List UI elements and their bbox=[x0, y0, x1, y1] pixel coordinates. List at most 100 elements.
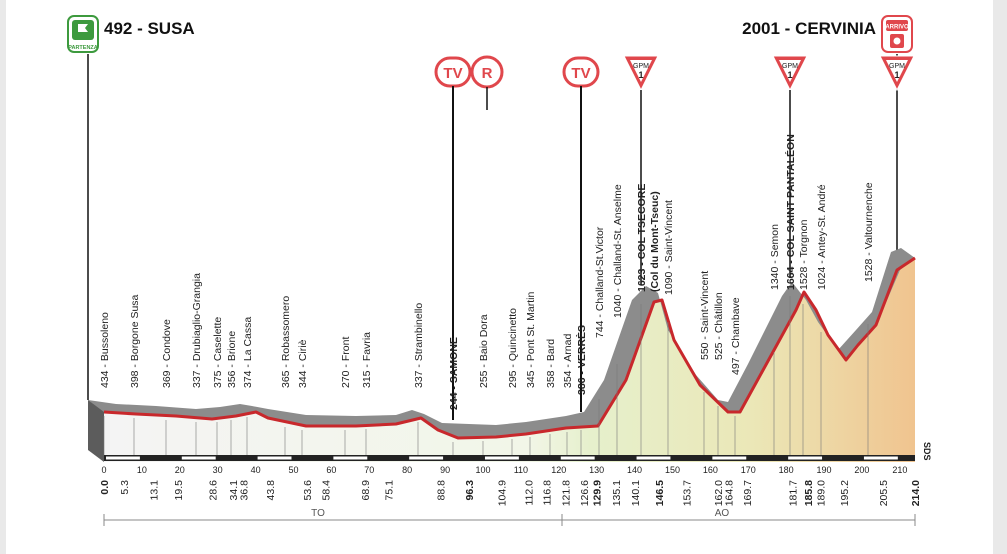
km-tick-label: 60 bbox=[326, 465, 336, 475]
intermediate-sprint-marker: R bbox=[470, 55, 504, 89]
km-tick-label: 210 bbox=[892, 465, 907, 475]
distance-label: 75.1 bbox=[384, 480, 396, 501]
landmark-label: 365 - Robassomero bbox=[280, 296, 292, 388]
stage-profile-chart: PARTENZA 492 - SUSA 2001 - CERVINIA ARRI… bbox=[67, 15, 932, 526]
axis-stripe bbox=[788, 456, 823, 460]
sprint-r-icon: R bbox=[482, 65, 493, 82]
axis-stripe bbox=[560, 456, 595, 460]
axis-stripe bbox=[257, 456, 292, 460]
landmark-label: 337 - Strambinello bbox=[413, 303, 425, 388]
tv-marker-samone: TV bbox=[434, 56, 472, 88]
landmark-label: 337 - Drubiaglio-Grangia bbox=[191, 273, 203, 388]
km-tick-label: 170 bbox=[741, 465, 756, 475]
region-to: TO bbox=[103, 508, 563, 526]
distance-label: 104.9 bbox=[497, 480, 509, 506]
distance-label: 135.1 bbox=[611, 480, 623, 506]
start-badge: PARTENZA bbox=[67, 15, 99, 53]
km-tick-label: 120 bbox=[551, 465, 566, 475]
km-tick-label: 140 bbox=[627, 465, 642, 475]
region-ao-label: AO bbox=[715, 508, 730, 519]
landmark-label: 344 - Ciriè bbox=[297, 339, 309, 388]
distance-label: 68.9 bbox=[360, 480, 372, 501]
distance-label: 126.6 bbox=[579, 480, 591, 506]
distance-label: 53.6 bbox=[302, 480, 314, 501]
distance-label: 185.8 bbox=[803, 480, 815, 506]
distance-label: 189.0 bbox=[815, 480, 827, 506]
km-tick-label: 80 bbox=[402, 465, 412, 475]
start-badge-text: PARTENZA bbox=[68, 45, 98, 51]
landmark-label: 1664 - COL SAINT PANTALÉON bbox=[784, 134, 797, 290]
axis-stripe bbox=[106, 456, 140, 460]
region-ao: AO bbox=[562, 508, 916, 526]
landmark-label: 1528 - Valtournenche bbox=[863, 182, 875, 282]
landmark-label: (Col du Mont-Tseuc) bbox=[649, 191, 661, 292]
axis-stripe bbox=[863, 456, 898, 460]
finish-badge: ARRIVO bbox=[881, 15, 913, 53]
distance-label: 43.8 bbox=[265, 480, 277, 501]
tv-marker-verres: TV bbox=[562, 56, 600, 88]
landmark-label: 255 - Baio Dora bbox=[478, 314, 490, 388]
km-tick-label: 190 bbox=[817, 465, 832, 475]
landmark-label: 369 - Condove bbox=[161, 319, 173, 388]
km-tick-label: 180 bbox=[779, 465, 794, 475]
distance-label: 58.4 bbox=[320, 480, 332, 501]
landmark-label: 270 - Front bbox=[340, 337, 352, 388]
distance-label: 195.2 bbox=[839, 480, 851, 506]
landmark-label: 434 - Bussoleno bbox=[99, 312, 111, 388]
gpm-marker-col-saint-pantaleon: GPM 1 bbox=[772, 55, 808, 92]
distance-label: 96.3 bbox=[464, 480, 476, 501]
axis-stripe bbox=[409, 456, 444, 460]
gpm-label: GPM bbox=[782, 63, 798, 70]
distance-label: 5.3 bbox=[119, 480, 131, 495]
distance-label: 129.9 bbox=[591, 480, 603, 506]
distance-label: 205.5 bbox=[878, 480, 890, 506]
km-tick-label: 0 bbox=[101, 465, 106, 475]
km-tick-label: 110 bbox=[514, 465, 528, 475]
landmark-label: 550 - Saint-Vincent bbox=[699, 271, 711, 360]
km-tick-label: 100 bbox=[475, 465, 490, 475]
gpm-marker-cervinia: GPM 1 bbox=[879, 55, 915, 92]
stage-profile: PARTENZA 492 - SUSA 2001 - CERVINIA ARRI… bbox=[6, 0, 993, 554]
distance-label: 146.5 bbox=[654, 480, 666, 506]
axis-stripe bbox=[712, 456, 747, 460]
profile-elevation-line bbox=[103, 256, 916, 440]
distance-label: 169.7 bbox=[742, 480, 754, 506]
distance-label: 140.1 bbox=[630, 480, 642, 506]
landmark-label: 315 - Favria bbox=[361, 332, 373, 388]
km-tick-label: 50 bbox=[288, 465, 298, 475]
landmark-label: 1528 - Torgnon bbox=[798, 219, 810, 290]
distance-label: 181.7 bbox=[788, 480, 800, 506]
landmark-lines bbox=[103, 296, 869, 455]
gpm-marker-col-tsecore: GPM 1 bbox=[623, 55, 659, 92]
distance-label: 121.8 bbox=[561, 480, 573, 506]
km-axis-ticks: 0 10 20 30 40 50 60 70 80 90 100 110 120 130 140 150 160… bbox=[101, 465, 907, 475]
km-tick-label: 20 bbox=[175, 465, 185, 475]
distance-labels: 0.0 5.3 13.1 19.5 28.6 34.136.8 43.8 53.6 58.4 68… bbox=[99, 480, 922, 506]
landmark-label: 1040 - Challand-St. Anselme bbox=[612, 184, 624, 318]
finish-badge-text: ARRIVO bbox=[885, 25, 909, 31]
region-to-label: TO bbox=[311, 508, 325, 519]
landmark-label: 744 - Challand-St.Victor bbox=[594, 226, 606, 338]
km-tick-label: 160 bbox=[703, 465, 718, 475]
distance-label: 164.8 bbox=[724, 480, 736, 506]
distance-label: 28.6 bbox=[207, 480, 219, 501]
km-tick-label: 10 bbox=[137, 465, 147, 475]
axis-stripe bbox=[181, 456, 216, 460]
landmark-label: 295 - Quincinetto bbox=[507, 308, 519, 388]
landmark-label: 375 - Caselette bbox=[212, 317, 224, 388]
finish-town: 2001 - CERVINIA bbox=[742, 19, 876, 38]
landmark-label: 1090 - Saint-Vincent bbox=[663, 200, 675, 295]
distance-label: 162.0 bbox=[713, 480, 725, 506]
landmark-label: 1340 - Semon bbox=[769, 224, 781, 290]
flag-icon bbox=[78, 24, 88, 32]
distance-label: 19.5 bbox=[173, 480, 185, 501]
profile-gray-left-face bbox=[88, 400, 104, 462]
axis-stripe bbox=[636, 456, 671, 460]
axis-stripe bbox=[484, 456, 519, 460]
gpm-category: 1 bbox=[787, 70, 792, 80]
landmark-label: 356 - Brione bbox=[226, 331, 238, 388]
landmark-label: 525 - Châtillon bbox=[713, 292, 725, 360]
tv-icon: TV bbox=[571, 65, 590, 82]
distance-label: 112.0 bbox=[523, 480, 535, 506]
km-tick-label: 90 bbox=[440, 465, 450, 475]
